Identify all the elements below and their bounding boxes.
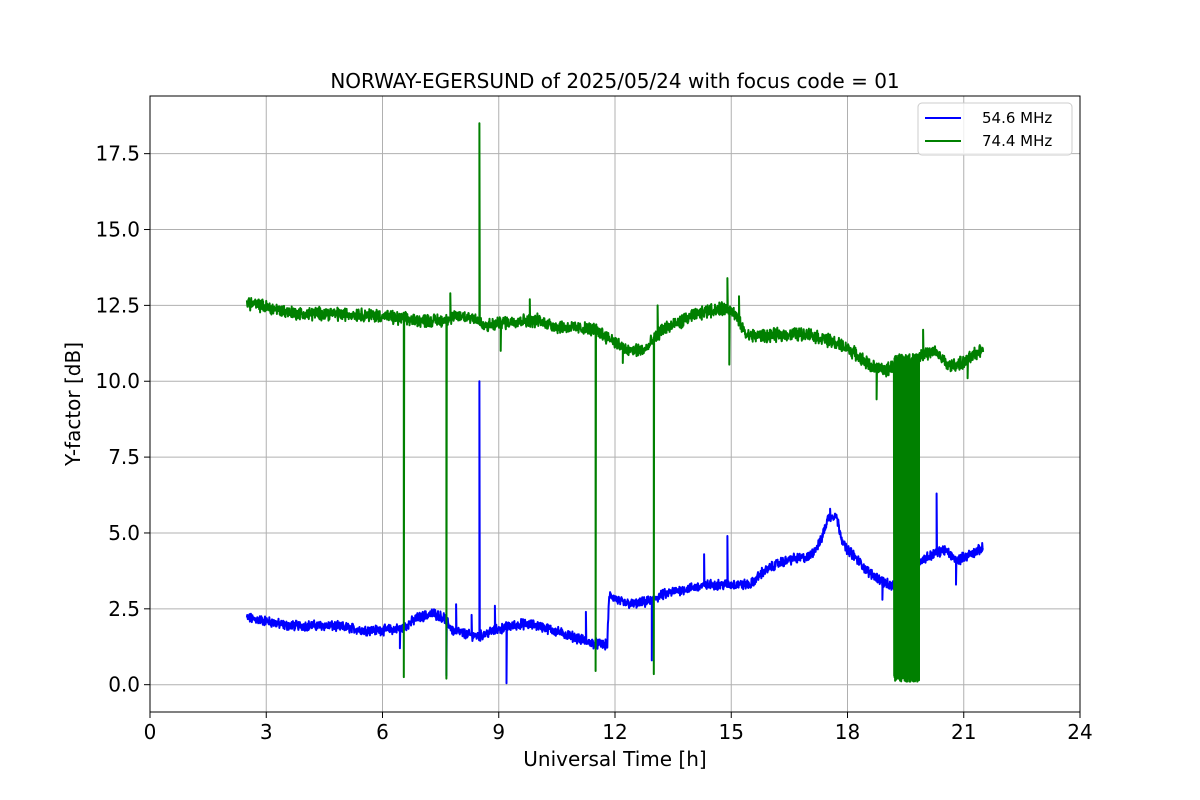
x-axis-label: Universal Time [h] bbox=[523, 747, 706, 771]
x-tick-label: 24 bbox=[1067, 720, 1092, 744]
x-tick-label: 21 bbox=[951, 720, 976, 744]
y-tick-label: 17.5 bbox=[95, 142, 140, 166]
x-axis: 0 3 6 9 12 15 18 21 24 bbox=[144, 712, 1093, 744]
series-54-6-mhz bbox=[245, 380, 984, 685]
series-74-4-mhz bbox=[245, 122, 985, 683]
y-axis-label: Y-factor [dB] bbox=[61, 342, 85, 467]
series-line bbox=[245, 122, 985, 683]
y-tick-label: 15.0 bbox=[95, 218, 140, 242]
chart-title: NORWAY-EGERSUND of 2025/05/24 with focus… bbox=[330, 69, 899, 93]
y-tick-label: 10.0 bbox=[95, 369, 140, 393]
legend-label-74-4-mhz: 74.4 MHz bbox=[982, 132, 1052, 150]
x-tick-label: 6 bbox=[376, 720, 389, 744]
series-line bbox=[245, 380, 984, 685]
x-tick-label: 15 bbox=[719, 720, 744, 744]
y-tick-label: 0.0 bbox=[108, 673, 140, 697]
y-tick-label: 5.0 bbox=[108, 521, 140, 545]
x-tick-label: 0 bbox=[144, 720, 157, 744]
x-tick-label: 3 bbox=[260, 720, 273, 744]
y-axis: 0.0 2.5 5.0 7.5 10.0 12.5 15.0 17.5 bbox=[95, 142, 150, 697]
x-tick-label: 18 bbox=[835, 720, 860, 744]
x-tick-label: 12 bbox=[602, 720, 627, 744]
x-tick-label: 9 bbox=[492, 720, 505, 744]
y-tick-label: 12.5 bbox=[95, 293, 140, 317]
y-tick-label: 7.5 bbox=[108, 445, 140, 469]
legend-label-54-6-mhz: 54.6 MHz bbox=[982, 109, 1052, 127]
legend: 54.6 MHz 74.4 MHz bbox=[917, 102, 1073, 156]
y-tick-label: 2.5 bbox=[108, 597, 140, 621]
plot-area bbox=[245, 122, 985, 685]
